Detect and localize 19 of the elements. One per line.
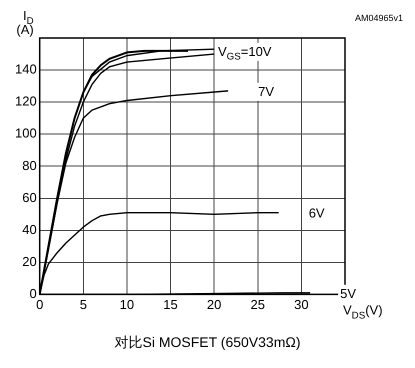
text: 5V [340,286,356,301]
y-tick-label: 20 [22,254,37,269]
x-tick-label: 10 [120,296,134,312]
x-tick-label: 5 [80,296,87,312]
y-tick-label: 40 [22,222,37,237]
text: 对比Si MOSFET (650V33mΩ) [113,334,302,352]
text: 7V [258,84,274,99]
x-tick-label: 20 [206,296,222,312]
text: 6V [308,206,325,221]
y-tick-label: 100 [14,126,37,141]
x-tick-label: 25 [250,296,266,312]
y-tick-label: 140 [14,62,37,77]
x-tick-label: 15 [163,296,178,312]
y-tick-label: 80 [22,158,37,173]
y-tick-label: 120 [14,94,37,109]
y-tick-label: 0 [29,286,37,301]
text: AM04965v1 [354,12,403,23]
y-tick-label: 60 [22,190,37,205]
x-tick-label: 30 [294,296,309,312]
